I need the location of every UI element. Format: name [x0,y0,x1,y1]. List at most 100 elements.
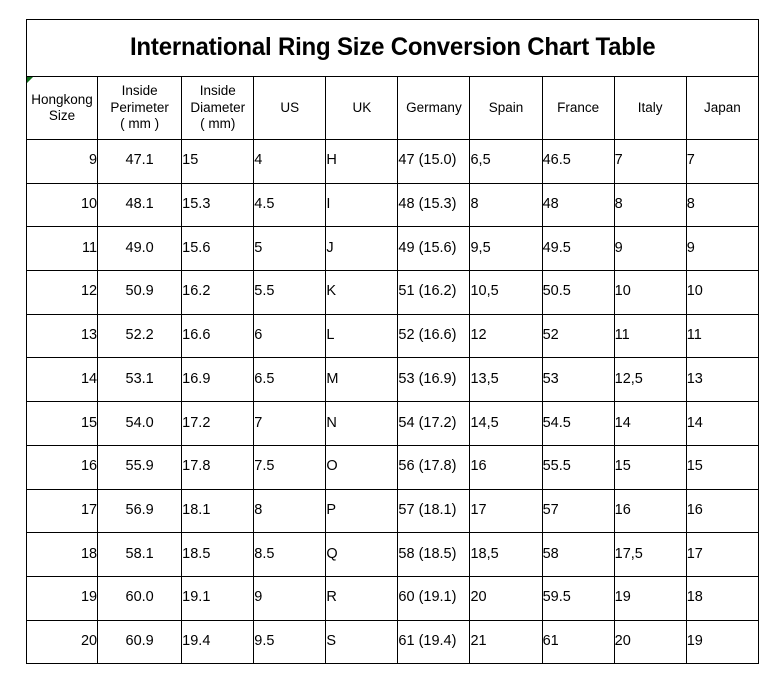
cell-japan[interactable]: 15 [685,444,760,490]
cell-france[interactable]: 48 [541,182,615,228]
cell-italy[interactable]: 17,5 [613,532,687,577]
cell-hongkong[interactable]: 18 [25,532,99,577]
cell-hongkong[interactable]: 19 [25,575,99,621]
cell-perimeter[interactable]: 50.9 [97,270,183,315]
cell-uk[interactable]: J [325,226,399,272]
cell-france[interactable]: 54.5 [541,401,615,446]
cell-germany[interactable]: 49 (15.6) [397,226,471,272]
cell-germany[interactable]: 58 (18.5) [397,532,471,577]
cell-france[interactable]: 52 [541,313,615,359]
cell-perimeter[interactable]: 47.1 [97,139,183,184]
cell-germany[interactable]: 54 (17.2) [397,401,471,446]
cell-japan[interactable]: 10 [685,270,760,315]
cell-diameter[interactable]: 17.2 [181,401,255,446]
cell-spain[interactable]: 16 [469,444,543,490]
cell-uk[interactable]: H [325,139,399,184]
cell-us[interactable]: 7 [253,401,327,446]
cell-hongkong[interactable]: 16 [25,444,99,490]
cell-hongkong[interactable]: 11 [25,226,99,272]
cell-us[interactable]: 6.5 [253,357,327,403]
cell-us[interactable]: 7.5 [253,444,327,490]
cell-italy[interactable]: 9 [613,226,687,272]
cell-france[interactable]: 53 [541,357,615,403]
cell-japan[interactable]: 19 [685,619,760,665]
cell-germany[interactable]: 48 (15.3) [397,182,471,228]
cell-spain[interactable]: 13,5 [469,357,543,403]
cell-germany[interactable]: 57 (18.1) [397,488,471,534]
cell-uk[interactable]: I [325,182,399,228]
cell-italy[interactable]: 20 [613,619,687,665]
column-header-france[interactable]: France [541,76,615,140]
cell-diameter[interactable]: 17.8 [181,444,255,490]
cell-spain[interactable]: 18,5 [469,532,543,577]
cell-perimeter[interactable]: 52.2 [97,313,183,359]
cell-france[interactable]: 57 [541,488,615,534]
cell-us[interactable]: 9.5 [253,619,327,665]
cell-us[interactable]: 4.5 [253,182,327,228]
cell-perimeter[interactable]: 58.1 [97,532,183,577]
cell-uk[interactable]: O [325,444,399,490]
cell-diameter[interactable]: 19.1 [181,575,255,621]
cell-france[interactable]: 59.5 [541,575,615,621]
cell-italy[interactable]: 8 [613,182,687,228]
cell-spain[interactable]: 6,5 [469,139,543,184]
cell-spain[interactable]: 20 [469,575,543,621]
cell-spain[interactable]: 8 [469,182,543,228]
cell-diameter[interactable]: 19.4 [181,619,255,665]
cell-spain[interactable]: 21 [469,619,543,665]
column-header-diameter[interactable]: Inside Diameter( mm) [181,76,255,140]
cell-uk[interactable]: M [325,357,399,403]
cell-japan[interactable]: 13 [685,357,760,403]
cell-hongkong[interactable]: 9 [25,139,99,184]
cell-germany[interactable]: 52 (16.6) [397,313,471,359]
cell-hongkong[interactable]: 20 [25,619,99,665]
cell-spain[interactable]: 14,5 [469,401,543,446]
cell-japan[interactable]: 17 [685,532,760,577]
cell-uk[interactable]: N [325,401,399,446]
cell-hongkong[interactable]: 13 [25,313,99,359]
cell-italy[interactable]: 7 [613,139,687,184]
cell-france[interactable]: 58 [541,532,615,577]
cell-italy[interactable]: 11 [613,313,687,359]
cell-diameter[interactable]: 18.1 [181,488,255,534]
cell-perimeter[interactable]: 53.1 [97,357,183,403]
cell-spain[interactable]: 12 [469,313,543,359]
cell-us[interactable]: 9 [253,575,327,621]
cell-japan[interactable]: 9 [685,226,760,272]
cell-france[interactable]: 46.5 [541,139,615,184]
cell-spain[interactable]: 9,5 [469,226,543,272]
cell-perimeter[interactable]: 54.0 [97,401,183,446]
cell-uk[interactable]: S [325,619,399,665]
cell-uk[interactable]: R [325,575,399,621]
cell-uk[interactable]: L [325,313,399,359]
cell-spain[interactable]: 10,5 [469,270,543,315]
cell-uk[interactable]: P [325,488,399,534]
cell-perimeter[interactable]: 60.0 [97,575,183,621]
cell-us[interactable]: 4 [253,139,327,184]
cell-perimeter[interactable]: 48.1 [97,182,183,228]
cell-diameter[interactable]: 15.3 [181,182,255,228]
column-header-us[interactable]: US [253,76,327,140]
cell-us[interactable]: 5 [253,226,327,272]
column-header-perimeter[interactable]: Inside Perimeter( mm ) [97,76,183,140]
cell-hongkong[interactable]: 12 [25,270,99,315]
cell-perimeter[interactable]: 60.9 [97,619,183,665]
cell-perimeter[interactable]: 56.9 [97,488,183,534]
cell-italy[interactable]: 16 [613,488,687,534]
cell-spain[interactable]: 17 [469,488,543,534]
cell-italy[interactable]: 14 [613,401,687,446]
column-header-spain[interactable]: Spain [469,76,543,140]
column-header-uk[interactable]: UK [325,76,399,140]
cell-japan[interactable]: 11 [685,313,760,359]
cell-germany[interactable]: 56 (17.8) [397,444,471,490]
cell-france[interactable]: 50.5 [541,270,615,315]
cell-germany[interactable]: 53 (16.9) [397,357,471,403]
cell-hongkong[interactable]: 10 [25,182,99,228]
cell-hongkong[interactable]: 14 [25,357,99,403]
column-header-italy[interactable]: Italy [613,76,687,140]
cell-france[interactable]: 55.5 [541,444,615,490]
cell-uk[interactable]: Q [325,532,399,577]
cell-germany[interactable]: 60 (19.1) [397,575,471,621]
cell-japan[interactable]: 18 [685,575,760,621]
cell-germany[interactable]: 61 (19.4) [397,619,471,665]
